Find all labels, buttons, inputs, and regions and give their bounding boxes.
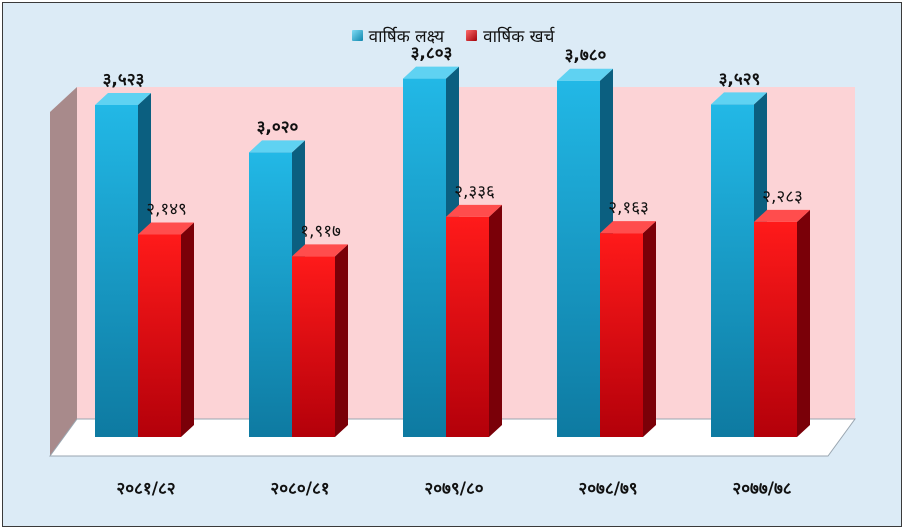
data-label-expense-3: २,१६३	[608, 198, 649, 218]
bar-expense-4	[754, 221, 797, 437]
data-label-expense-4: २,२८३	[762, 187, 803, 207]
bar-top-expense-3	[600, 221, 656, 234]
bar-side-expense-1	[335, 244, 348, 437]
bar-target-1	[249, 152, 292, 438]
data-label-target-1: ३,०२०	[257, 117, 299, 137]
bar-top-expense-1	[292, 244, 348, 257]
data-label-expense-1: १,९१७	[300, 221, 341, 241]
legend-item-expense: वार्षिक खर्च	[466, 24, 554, 47]
bar-side-expense-3	[643, 221, 656, 437]
bar-target-0	[95, 104, 138, 438]
data-label-expense-2: २,३३६	[454, 182, 495, 202]
data-label-target-0: ३,५२३	[103, 70, 145, 90]
data-label-expense-0: २,१४९	[146, 199, 187, 219]
legend-swatch-target	[351, 30, 363, 41]
chart-legend: वार्षिक लक्ष्य वार्षिक खर्च	[0, 24, 906, 47]
bar-top-target-3	[557, 68, 613, 81]
category-label-4: २०७७/७८	[732, 479, 791, 499]
bar-target-2	[403, 78, 446, 437]
bar-top-target-1	[249, 140, 305, 153]
bar-expense-2	[446, 216, 489, 437]
bar-top-target-2	[403, 66, 459, 79]
legend-swatch-expense	[466, 30, 478, 41]
bar-top-expense-0	[138, 222, 194, 235]
plot-side-wall	[50, 87, 77, 456]
bar-expense-0	[138, 234, 181, 437]
data-label-target-3: ३,७८०	[565, 46, 607, 66]
data-label-target-4: ३,५२९	[719, 69, 761, 89]
bar-top-expense-2	[446, 204, 502, 217]
bar-top-target-4	[711, 92, 767, 105]
category-label-0: २०८१/८२	[116, 479, 175, 499]
data-label-target-2: ३,८०३	[411, 44, 453, 64]
bar-side-expense-0	[181, 222, 194, 437]
bar-top-expense-4	[754, 209, 810, 222]
bar-expense-1	[292, 256, 335, 437]
category-label-3: २०७८/७९	[578, 479, 637, 499]
bar-side-expense-2	[489, 204, 502, 437]
bar-target-3	[557, 80, 600, 438]
bar-side-expense-4	[797, 209, 810, 437]
legend-label-expense: वार्षिक खर्च	[483, 27, 555, 47]
category-label-2: २०७९/८०	[424, 479, 483, 499]
bar-expense-3	[600, 233, 643, 437]
legend-item-target: वार्षिक लक्ष्य	[351, 24, 445, 47]
bar-target-4	[711, 104, 754, 437]
bar-top-target-0	[95, 92, 151, 105]
category-label-1: २०८०/८१	[270, 479, 329, 499]
legend-label-target: वार्षिक लक्ष्य	[368, 27, 445, 47]
